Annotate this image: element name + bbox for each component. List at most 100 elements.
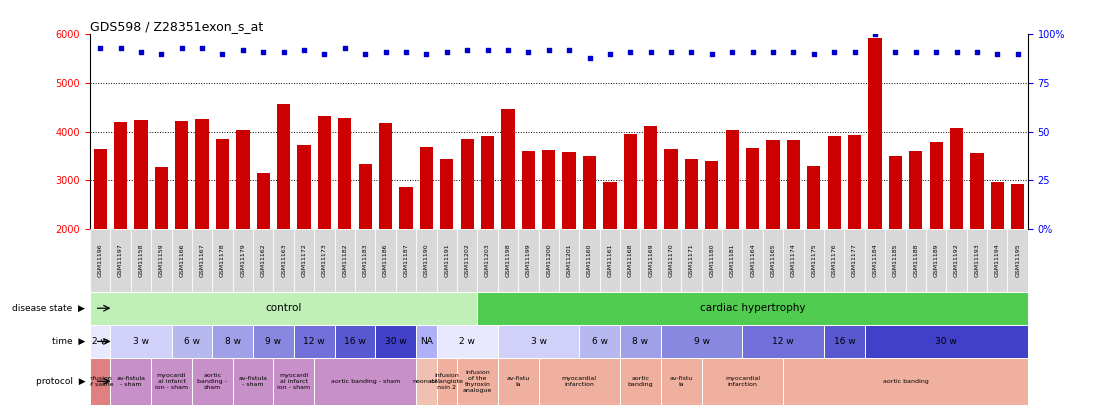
- Point: [927, 49, 945, 55]
- Bar: [950, 128, 963, 326]
- Bar: [498, 325, 579, 358]
- Point: [744, 49, 761, 55]
- Bar: [603, 182, 617, 326]
- Bar: [233, 229, 253, 292]
- Text: aortic
banding -
sham: aortic banding - sham: [197, 373, 227, 390]
- Bar: [375, 325, 416, 358]
- Bar: [335, 325, 375, 358]
- Text: GSM11170: GSM11170: [668, 243, 674, 277]
- Bar: [257, 173, 270, 326]
- Text: GSM11200: GSM11200: [546, 243, 551, 277]
- Bar: [294, 325, 335, 358]
- Bar: [273, 358, 314, 405]
- Text: GSM11199: GSM11199: [525, 243, 531, 277]
- Bar: [134, 120, 148, 326]
- Bar: [498, 229, 518, 292]
- Bar: [970, 153, 984, 326]
- Point: [907, 49, 925, 55]
- Point: [765, 49, 782, 55]
- Point: [601, 51, 619, 57]
- Text: 9 w: 9 w: [693, 337, 710, 346]
- Bar: [90, 292, 477, 325]
- Bar: [131, 229, 151, 292]
- Bar: [539, 229, 559, 292]
- Bar: [579, 229, 600, 292]
- Text: av-fistu
la: av-fistu la: [669, 376, 693, 387]
- Bar: [420, 147, 433, 326]
- Point: [255, 49, 272, 55]
- Bar: [743, 325, 824, 358]
- Text: neonatal: neonatal: [412, 379, 440, 384]
- Bar: [824, 229, 845, 292]
- Bar: [501, 109, 514, 326]
- Bar: [620, 358, 660, 405]
- Bar: [783, 229, 804, 292]
- Point: [520, 49, 538, 55]
- Point: [886, 49, 904, 55]
- Text: 3 w: 3 w: [133, 337, 149, 346]
- Bar: [236, 130, 249, 326]
- Bar: [705, 161, 719, 326]
- Bar: [477, 229, 498, 292]
- Text: 3 w: 3 w: [531, 337, 546, 346]
- Bar: [378, 123, 393, 326]
- Text: myocardial
infarction: myocardial infarction: [725, 376, 760, 387]
- Bar: [681, 229, 702, 292]
- Bar: [416, 325, 437, 358]
- Point: [723, 49, 740, 55]
- Bar: [233, 358, 273, 405]
- Bar: [929, 142, 942, 326]
- Bar: [620, 325, 660, 358]
- Text: GSM11158: GSM11158: [138, 243, 144, 277]
- Text: GSM11192: GSM11192: [954, 243, 959, 277]
- Text: GSM11187: GSM11187: [404, 243, 408, 277]
- Bar: [660, 325, 743, 358]
- Point: [682, 49, 700, 55]
- Text: 2 w: 2 w: [92, 337, 109, 346]
- Text: disease state  ▶: disease state ▶: [12, 304, 86, 313]
- Point: [703, 51, 721, 57]
- Point: [438, 49, 455, 55]
- Bar: [926, 229, 947, 292]
- Point: [377, 49, 395, 55]
- Bar: [253, 229, 273, 292]
- Text: av-fistula
- sham: av-fistula - sham: [116, 376, 145, 387]
- Bar: [864, 229, 885, 292]
- Bar: [807, 166, 821, 326]
- Bar: [991, 182, 1004, 326]
- Point: [499, 47, 517, 53]
- Text: GSM11163: GSM11163: [281, 243, 286, 277]
- Bar: [869, 38, 882, 326]
- Bar: [437, 358, 457, 405]
- Text: GSM11174: GSM11174: [791, 243, 796, 277]
- Bar: [827, 136, 840, 326]
- Bar: [824, 325, 864, 358]
- Point: [132, 49, 149, 55]
- Bar: [909, 151, 923, 326]
- Point: [478, 47, 496, 53]
- Text: 8 w: 8 w: [225, 337, 240, 346]
- Point: [152, 51, 170, 57]
- Point: [214, 51, 231, 57]
- Point: [357, 51, 374, 57]
- Bar: [966, 229, 987, 292]
- Text: GSM11195: GSM11195: [1015, 243, 1020, 277]
- Bar: [90, 229, 111, 292]
- Text: time  ▶: time ▶: [52, 337, 86, 346]
- Bar: [155, 166, 168, 326]
- Bar: [437, 325, 498, 358]
- Bar: [192, 229, 213, 292]
- Bar: [644, 126, 657, 326]
- Bar: [905, 229, 926, 292]
- Bar: [542, 149, 555, 326]
- Text: GSM11172: GSM11172: [302, 243, 306, 277]
- Bar: [359, 164, 372, 326]
- Bar: [253, 325, 294, 358]
- Text: GSM11178: GSM11178: [220, 243, 225, 277]
- Bar: [624, 134, 637, 326]
- Bar: [457, 358, 498, 405]
- Text: GSM11175: GSM11175: [812, 243, 816, 277]
- Bar: [213, 229, 233, 292]
- Bar: [498, 358, 539, 405]
- Bar: [195, 119, 208, 326]
